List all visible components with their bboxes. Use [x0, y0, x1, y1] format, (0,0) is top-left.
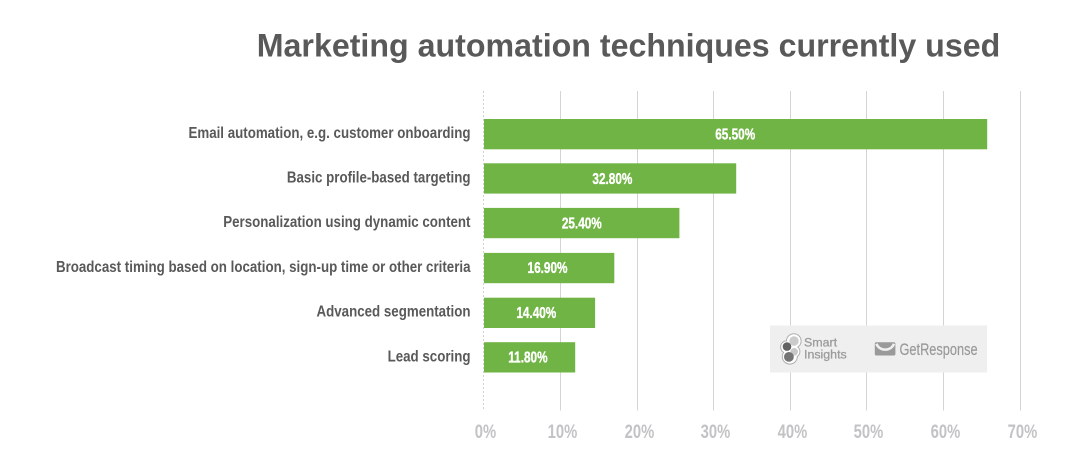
- svg-text:10%: 10%: [548, 421, 578, 442]
- svg-text:11.80%: 11.80%: [508, 349, 547, 366]
- svg-text:32.80%: 32.80%: [592, 171, 632, 188]
- svg-text:65.50%: 65.50%: [715, 126, 755, 143]
- svg-text:Advanced segmentation: Advanced segmentation: [317, 304, 471, 321]
- svg-text:Insights: Insights: [804, 347, 847, 361]
- svg-text:Lead scoring: Lead scoring: [388, 348, 471, 365]
- svg-text:Personalization using dynamic: Personalization using dynamic content: [223, 214, 470, 231]
- svg-text:Email automation, e.g. custome: Email automation, e.g. customer onboardi…: [188, 125, 470, 142]
- svg-text:30%: 30%: [701, 421, 731, 442]
- svg-text:60%: 60%: [931, 421, 961, 442]
- svg-text:Marketing automation technique: Marketing automation techniques currentl…: [257, 27, 1001, 63]
- svg-text:14.40%: 14.40%: [516, 305, 556, 322]
- svg-text:Basic profile-based targeting: Basic profile-based targeting: [287, 170, 471, 187]
- svg-text:16.90%: 16.90%: [528, 260, 568, 277]
- svg-text:Smart: Smart: [804, 336, 838, 350]
- svg-text:0%: 0%: [475, 421, 496, 442]
- svg-text:GetResponse: GetResponse: [900, 341, 978, 359]
- svg-text:40%: 40%: [778, 421, 808, 442]
- svg-text:25.40%: 25.40%: [562, 215, 602, 232]
- svg-text:50%: 50%: [854, 421, 884, 442]
- svg-text:20%: 20%: [625, 421, 655, 442]
- svg-text:70%: 70%: [1008, 421, 1038, 442]
- svg-text:Broadcast timing based on loca: Broadcast timing based on location, sign…: [56, 259, 471, 276]
